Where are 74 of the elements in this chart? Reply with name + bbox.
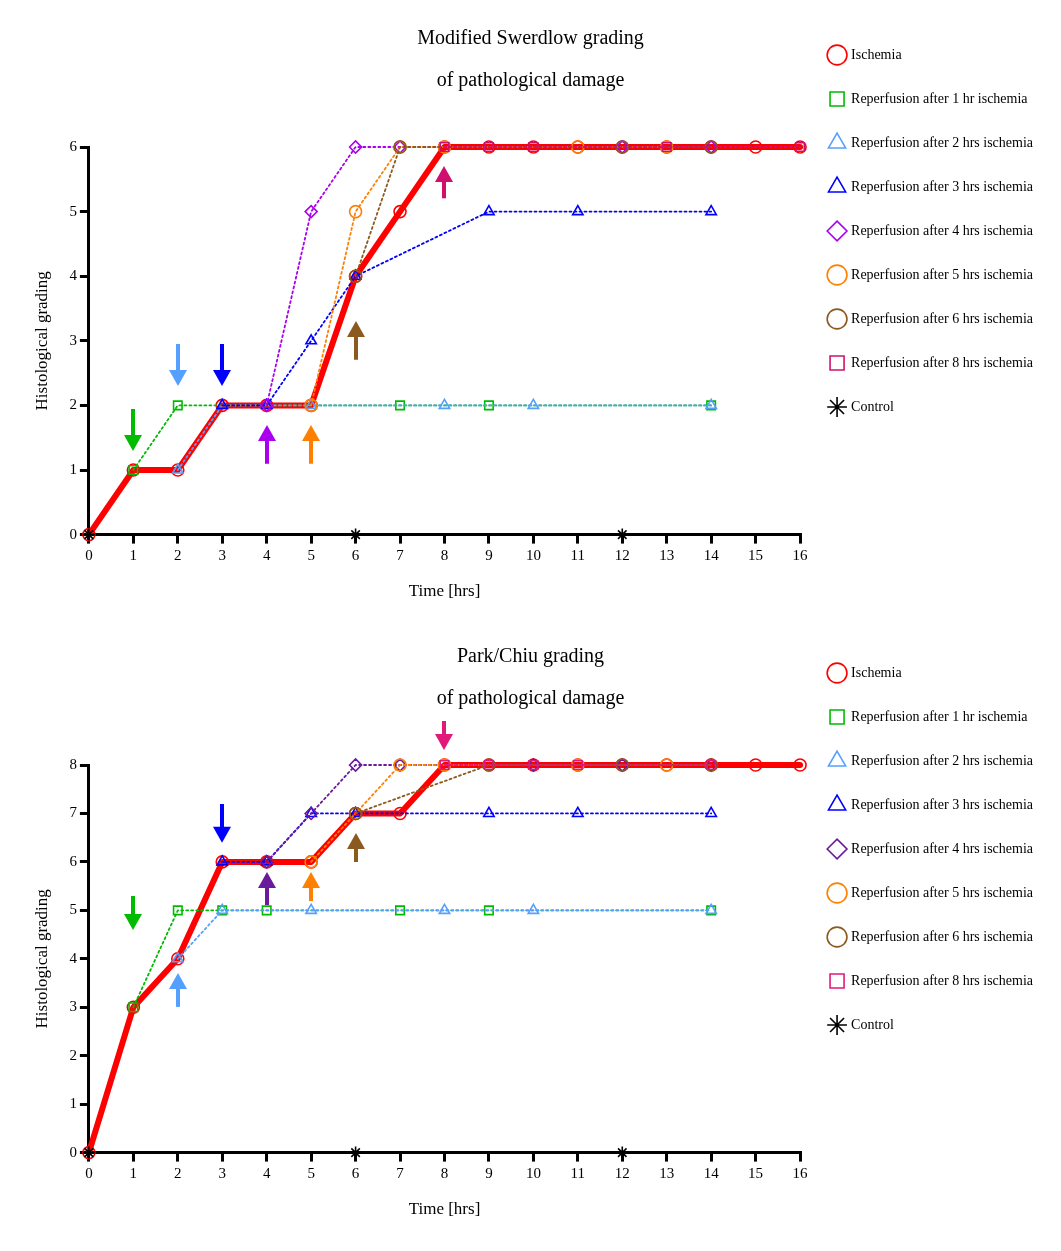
y-tick-label: 5: [69, 901, 77, 918]
x-tick-label: 2: [174, 546, 182, 563]
x-axis-title: Time [hrs]: [408, 581, 481, 601]
x-tick-label: 8: [440, 546, 449, 563]
x-tick-label: 9: [485, 1164, 493, 1181]
x-tick-label: 13: [659, 1164, 675, 1181]
x-tick-label: 16: [792, 1164, 809, 1181]
x-tick-label: 3: [218, 1164, 226, 1181]
x-tick-label: 9: [485, 546, 493, 563]
x-tick-label: 4: [262, 546, 271, 563]
legend-label: Control: [851, 1016, 894, 1032]
y-tick-label: 2: [69, 1046, 77, 1063]
y-tick-label: 0: [69, 525, 77, 542]
x-tick-label: 5: [307, 1164, 315, 1181]
x-tick-label: 11: [570, 1164, 586, 1181]
legend-label: Reperfusion after 2 hrs ischemia: [851, 134, 1034, 150]
x-tick-label: 0: [85, 546, 93, 563]
x-tick-label: 11: [570, 546, 586, 563]
x-tick-label: 16: [792, 546, 809, 563]
x-axis-title: Time [hrs]: [408, 1199, 481, 1219]
x-tick-label: 8: [440, 1164, 449, 1181]
y-tick-label: 6: [69, 852, 78, 869]
legend-label: Reperfusion after 1 hr ischemia: [851, 90, 1029, 106]
legend-label: Reperfusion after 8 hrs ischemia: [851, 972, 1034, 988]
legend-label: Reperfusion after 1 hr ischemia: [851, 708, 1029, 724]
y-tick-label: 1: [69, 460, 77, 477]
legend-label: Reperfusion after 5 hrs ischemia: [851, 266, 1034, 282]
x-tick-label: 15: [748, 546, 764, 563]
x-tick-label: 6: [351, 1164, 360, 1181]
x-tick-label: 10: [525, 1164, 541, 1181]
legend-label: Reperfusion after 4 hrs ischemia: [851, 222, 1034, 238]
legend-label: Reperfusion after 8 hrs ischemia: [851, 354, 1034, 370]
legend-label: Reperfusion after 2 hrs ischemia: [851, 752, 1034, 768]
y-tick-label: 3: [69, 331, 77, 348]
x-tick-label: 0: [85, 1164, 93, 1181]
x-tick-label: 14: [703, 1164, 720, 1181]
x-tick-label: 12: [614, 546, 630, 563]
y-tick-label: 1: [69, 1095, 77, 1112]
x-tick-label: 3: [218, 546, 226, 563]
legend-label: Reperfusion after 5 hrs ischemia: [851, 884, 1034, 900]
x-tick-label: 4: [262, 1164, 271, 1181]
y-axis-title: Histological grading: [31, 270, 51, 411]
y-tick-label: 7: [69, 804, 78, 821]
x-tick-label: 2: [174, 1164, 182, 1181]
x-tick-label: 10: [525, 546, 541, 563]
legend-label: Control: [851, 398, 894, 414]
x-tick-label: 1: [129, 546, 138, 563]
y-tick-label: 3: [69, 998, 77, 1015]
legend-label: Reperfusion after 6 hrs ischemia: [851, 310, 1034, 326]
x-tick-label: 15: [748, 1164, 764, 1181]
x-tick-label: 1: [129, 1164, 138, 1181]
legend-label: Reperfusion after 3 hrs ischemia: [851, 796, 1034, 812]
x-tick-label: 7: [396, 546, 405, 563]
chart-title: Modified Swerdlow grading of pathological damage: [417, 26, 644, 92]
x-tick-label: 12: [614, 1164, 630, 1181]
y-tick-label: 4: [69, 267, 78, 284]
y-tick-label: 5: [69, 202, 77, 219]
x-tick-label: 14: [703, 546, 720, 563]
legend-label: Reperfusion after 3 hrs ischemia: [851, 178, 1034, 194]
y-tick-label: 2: [69, 396, 77, 413]
x-tick-label: 5: [307, 546, 315, 563]
y-tick-label: 0: [69, 1143, 77, 1160]
y-tick-label: 6: [69, 137, 78, 154]
x-tick-label: 7: [396, 1164, 405, 1181]
x-tick-label: 6: [351, 546, 360, 563]
chart-title: Park/Chiu grading of pathological damage: [436, 644, 625, 710]
x-tick-label: 13: [659, 546, 675, 563]
legend-label: Reperfusion after 4 hrs ischemia: [851, 840, 1034, 856]
y-axis-title: Histological grading: [31, 888, 51, 1029]
legend-label: Ischemia: [851, 664, 903, 680]
legend-label: Ischemia: [851, 46, 903, 62]
legend-label: Reperfusion after 6 hrs ischemia: [851, 928, 1034, 944]
y-tick-label: 8: [69, 755, 77, 772]
y-tick-label: 4: [69, 949, 78, 966]
